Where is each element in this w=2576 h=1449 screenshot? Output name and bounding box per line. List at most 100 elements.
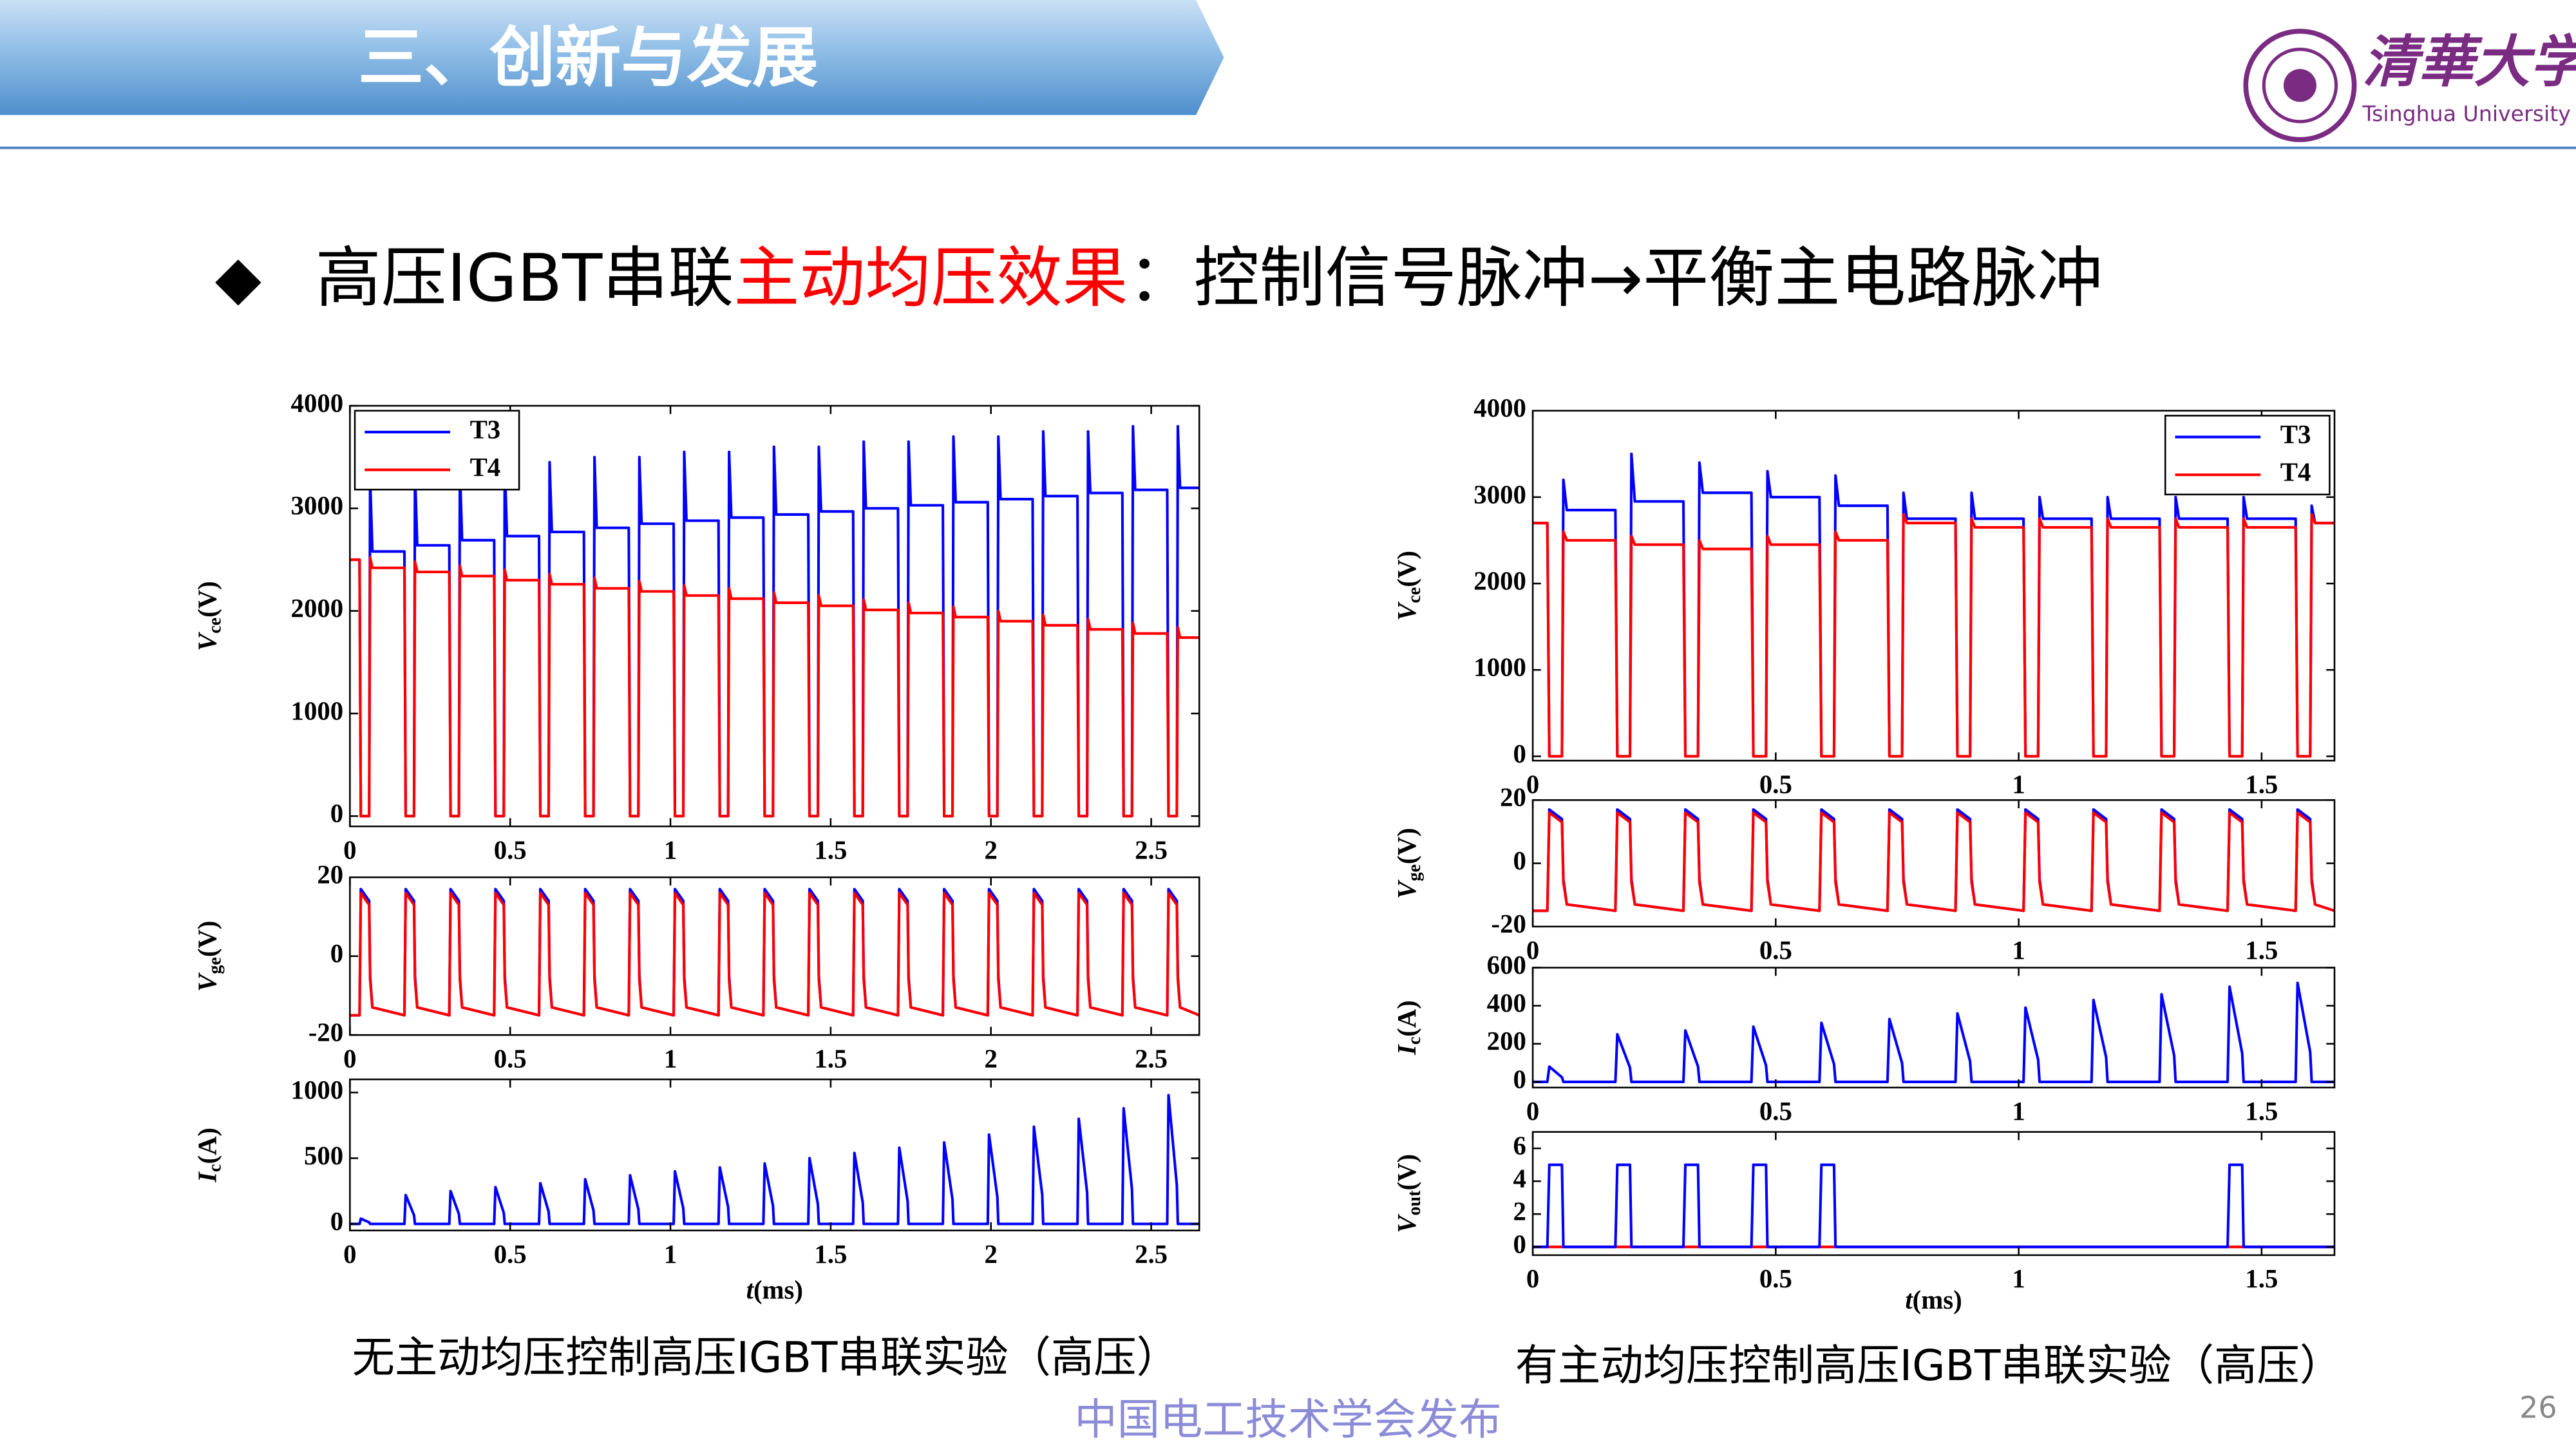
x-tick-label: 1.5 xyxy=(814,835,847,864)
y-axis-label: Ic(A) xyxy=(1392,1000,1425,1056)
y-axis-label: Vce(V) xyxy=(1392,551,1425,621)
y-tick-label: 600 xyxy=(1487,951,1526,980)
y-label-symbol: V xyxy=(193,632,222,651)
x-axis-label: t(ms) xyxy=(746,1276,803,1305)
y-label-symbol: V xyxy=(1392,880,1421,899)
axes-frame xyxy=(1531,1131,2336,1256)
x-tick-label: 0 xyxy=(1526,936,1539,965)
series-line xyxy=(350,1094,1200,1226)
x-axis-label: t(ms) xyxy=(1905,1285,1962,1314)
series-line xyxy=(1533,811,2334,913)
plot-area xyxy=(1533,967,2334,1088)
series-line xyxy=(1533,513,2334,758)
y-tick-label: 0 xyxy=(1513,1230,1526,1259)
series-line xyxy=(1533,452,2334,758)
series-line xyxy=(1533,1163,2334,1249)
x-tick-label: 1.5 xyxy=(814,1240,847,1269)
y-tick-label: 3000 xyxy=(291,491,344,520)
x-tick-label: 2.5 xyxy=(1135,1044,1168,1073)
y-label-symbol: I xyxy=(193,1171,222,1183)
x-tick-label: 1.5 xyxy=(814,1044,847,1073)
title-banner xyxy=(0,0,1224,115)
series-line xyxy=(350,556,1200,818)
y-label-sub: ge xyxy=(1405,864,1425,881)
y-tick-label: 4000 xyxy=(1473,393,1526,422)
logo-seal xyxy=(2243,28,2357,142)
y-label-sub: c xyxy=(1405,1037,1425,1045)
x-tick-label: 0.5 xyxy=(494,1240,527,1269)
y-tick-label: 0 xyxy=(330,1207,343,1236)
y-label-sub: out xyxy=(1405,1190,1425,1216)
y-tick-label: 2 xyxy=(1513,1197,1526,1226)
y-label-unit: (V) xyxy=(1392,1154,1421,1191)
legend-label: T3 xyxy=(2280,420,2311,449)
logo-seal-core xyxy=(2283,69,2316,102)
y-tick-label: -20 xyxy=(1492,909,1526,938)
legend-box xyxy=(354,410,520,491)
x-tick-label: 1 xyxy=(664,1240,677,1269)
x-tick-label: 0 xyxy=(1526,770,1539,799)
logo-name: 清華大学 xyxy=(2362,30,2576,95)
x-tick-label: 1.5 xyxy=(2245,1097,2278,1126)
logo-english: Tsinghua University xyxy=(2362,101,2570,126)
y-label-sub: c xyxy=(205,1164,225,1172)
y-label-symbol: V xyxy=(1392,601,1421,621)
y-label-sub: ce xyxy=(205,618,225,634)
axes-frame xyxy=(1531,410,2336,762)
y-tick-label: 400 xyxy=(1487,989,1526,1018)
x-tick-label: 0 xyxy=(343,835,356,864)
y-axis-label: Ic(A) xyxy=(193,1128,225,1183)
y-tick-label: 20 xyxy=(1500,783,1526,812)
x-tick-label: 0.5 xyxy=(494,835,527,864)
y-tick-label: 4000 xyxy=(291,388,344,417)
legend-box xyxy=(2164,415,2331,496)
y-tick-label: 20 xyxy=(317,860,343,889)
axes-frame xyxy=(1531,967,2336,1089)
x-tick-label: 1 xyxy=(2012,1097,2025,1126)
bullet-diamond xyxy=(215,260,261,306)
y-tick-label: 2000 xyxy=(291,594,344,623)
y-tick-label: 4 xyxy=(1513,1164,1526,1193)
y-label-sub: ge xyxy=(205,957,225,974)
y-tick-label: -20 xyxy=(308,1018,343,1047)
y-label-unit: (V) xyxy=(193,921,222,958)
x-tick-label: 0 xyxy=(343,1044,356,1073)
x-tick-label: 0.5 xyxy=(1759,936,1792,965)
slide-title: 三、创新与发展 xyxy=(358,20,818,97)
x-tick-label: 1 xyxy=(664,1044,677,1073)
legend-label: T4 xyxy=(470,453,501,482)
y-label-unit: (V) xyxy=(1392,551,1421,587)
axes-frame xyxy=(349,404,1200,828)
y-axis-label: Vce(V) xyxy=(193,581,225,651)
y-tick-label: 1000 xyxy=(291,1075,344,1104)
y-tick-label: 6 xyxy=(1513,1132,1526,1160)
legend-label: T3 xyxy=(470,415,501,444)
x-tick-label: 2 xyxy=(985,835,998,864)
x-label-unit: (ms) xyxy=(1913,1285,1962,1314)
y-label-symbol: V xyxy=(193,972,222,992)
x-tick-label: 2.5 xyxy=(1135,835,1168,864)
x-tick-label: 2.5 xyxy=(1135,1240,1168,1269)
y-tick-label: 0 xyxy=(330,799,343,828)
y-label-symbol: I xyxy=(1392,1043,1421,1056)
y-axis-label: Vge(V) xyxy=(193,921,225,992)
x-label-symbol: t xyxy=(1905,1285,1913,1314)
x-tick-label: 0.5 xyxy=(1759,1097,1792,1126)
y-tick-label: 500 xyxy=(304,1141,343,1170)
y-axis-label: Vge(V) xyxy=(1392,828,1425,898)
publisher: 中国电工技术学会发布 xyxy=(1074,1394,1501,1444)
x-tick-label: 1 xyxy=(2012,770,2025,799)
bullet-part: 高压IGBT串联 xyxy=(316,240,734,317)
x-label-symbol: t xyxy=(746,1276,755,1305)
logo-seal-inner xyxy=(2262,47,2338,124)
logo: 清華大学 Tsinghua University xyxy=(2243,28,2576,142)
y-label-unit: (A) xyxy=(193,1128,222,1164)
y-tick-label: 200 xyxy=(1487,1027,1526,1056)
y-tick-label: 0 xyxy=(1513,846,1526,875)
x-tick-label: 1 xyxy=(664,835,677,864)
x-tick-label: 2 xyxy=(985,1240,998,1269)
x-tick-label: 1.5 xyxy=(2245,770,2278,799)
